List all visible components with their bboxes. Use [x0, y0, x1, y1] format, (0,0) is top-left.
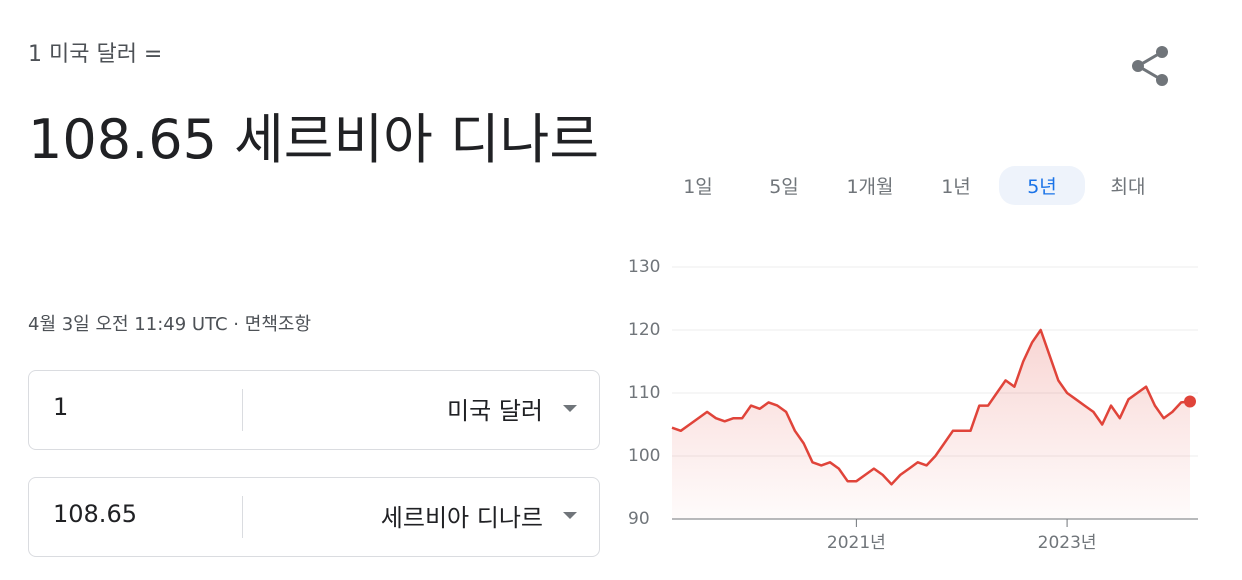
amount-input[interactable]: 108.65 — [53, 500, 137, 528]
dropdown-arrow[interactable] — [563, 512, 577, 526]
chart: 90 100 110 120 130 2021년 2023년 — [628, 257, 1198, 553]
conversion-label: 1 미국 달러 = — [28, 42, 163, 67]
divider — [242, 496, 243, 538]
timestamp-line: 4월 3일 오전 11:49 UTC · 면책조항 — [28, 310, 311, 336]
y-tick-label: 130 — [628, 257, 660, 277]
amount-input[interactable]: 1 — [53, 393, 69, 421]
range-tab[interactable]: 1개월 — [846, 176, 894, 198]
y-tick-label: 100 — [628, 446, 660, 466]
y-tick-label: 110 — [628, 383, 660, 403]
y-tick-label: 120 — [628, 320, 660, 340]
dropdown-arrow[interactable] — [563, 405, 577, 419]
range-tab[interactable]: 1년 — [941, 176, 971, 198]
converter-row: 1 미국 달러 — [28, 370, 600, 450]
range-tabs: 1일 5일 1개월 1년 5년 최대 — [655, 166, 1171, 205]
share-icon[interactable] — [1128, 44, 1172, 88]
range-tab[interactable]: 5년 — [999, 166, 1085, 205]
range-tab[interactable]: 1일 — [683, 176, 713, 198]
line — [671, 328, 1191, 486]
divider — [242, 389, 243, 431]
range-tab[interactable]: 5일 — [769, 176, 799, 198]
currency-select[interactable]: 세르비아 디나르 — [380, 504, 543, 532]
x-tick-label: 2021년 — [827, 533, 886, 553]
x-tick-label: 2023년 — [1038, 533, 1097, 553]
y-tick-label: 90 — [628, 509, 650, 529]
currency-select[interactable]: 미국 달러 — [447, 397, 543, 425]
current-point — [1184, 395, 1196, 408]
disclaimer-link[interactable]: 면책조항 — [244, 314, 312, 335]
timestamp: 4월 3일 오전 11:49 UTC · — [28, 314, 240, 335]
area — [672, 330, 1190, 519]
conversion-result: 108.65 세르비아 디나르 — [28, 108, 600, 171]
converter-row: 108.65 세르비아 디나르 — [28, 477, 600, 557]
range-tab[interactable]: 최대 — [1110, 176, 1146, 198]
